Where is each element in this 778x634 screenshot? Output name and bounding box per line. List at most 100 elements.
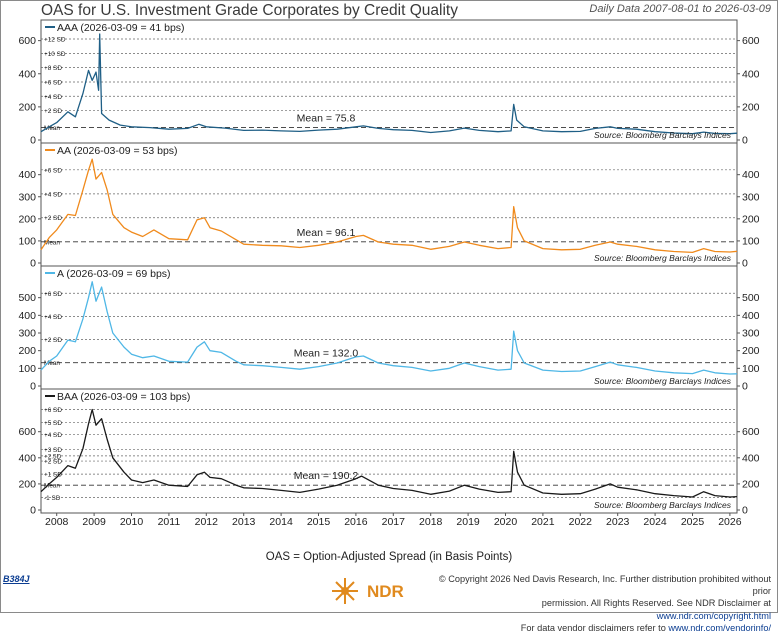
ndr-logo-text: NDR [367, 582, 404, 601]
date-range: Daily Data 2007-08-01 to 2026-03-09 [589, 3, 771, 15]
mean-label: Mean = 132.0 [294, 348, 359, 360]
sd-label: +4 SD [44, 432, 62, 439]
y-tick-left: 400 [18, 452, 36, 464]
x-tick-label: 2026 [718, 516, 742, 528]
series-line-0 [40, 33, 738, 135]
sd-label: +8 SD [44, 65, 62, 72]
x-tick-label: 2011 [158, 516, 181, 528]
sd-label: +5 SD [44, 420, 62, 427]
x-tick-label: 2013 [232, 516, 256, 528]
sd-label: Mean [44, 239, 60, 246]
y-tick-left: 400 [18, 310, 36, 322]
sd-label: +10 SD [44, 51, 66, 58]
chart-title: OAS for U.S. Investment Grade Corporates… [41, 2, 458, 19]
panel-border-0 [40, 19, 738, 144]
y-tick-left: 200 [18, 478, 36, 490]
sd-label: -1 SD [44, 495, 61, 502]
x-tick-label: 2012 [195, 516, 219, 528]
panel-border-2 [40, 265, 738, 390]
y-tick-left: 200 [18, 345, 36, 357]
chart-id-link[interactable]: B384J [3, 574, 30, 584]
x-tick-label: 2019 [456, 516, 480, 528]
x-tick-label: 2020 [494, 516, 518, 528]
y-tick-left: 0 [30, 505, 36, 517]
source-label: Source: Bloomberg Barclays Indices [594, 500, 732, 510]
ndr-compass-icon [332, 578, 358, 604]
sd-label: +6 SD [44, 291, 62, 298]
x-tick-label: 2015 [307, 516, 331, 528]
sd-label: +4 SD [44, 314, 62, 321]
sd-label: +2 SD [44, 215, 62, 222]
x-tick-label: 2017 [382, 516, 406, 528]
sd-label: Mean [44, 125, 60, 132]
sd-label: +12 SD [44, 36, 66, 43]
panel-border-1 [40, 142, 738, 267]
y-tick-right: 300 [742, 328, 760, 340]
y-tick-left: 300 [18, 191, 36, 203]
y-tick-left: 0 [30, 135, 36, 147]
y-tick-right: 200 [742, 478, 760, 490]
series-line-2 [40, 281, 738, 375]
series-line-3 [40, 408, 738, 498]
vendor-line: For data vendor disclaimers refer to [520, 622, 669, 633]
x-tick-label: 2009 [82, 516, 106, 528]
x-tick-label: 2021 [531, 516, 555, 528]
source-label: Source: Bloomberg Barclays Indices [594, 253, 732, 263]
y-tick-right: 400 [742, 68, 760, 80]
y-tick-right: 100 [742, 363, 760, 375]
panel-label: BAA (2026-03-09 = 103 bps) [57, 391, 190, 403]
y-tick-left: 0 [30, 258, 36, 270]
y-tick-left: 0 [30, 381, 36, 393]
sd-label: Mean [44, 360, 60, 367]
y-tick-left: 100 [18, 363, 36, 375]
y-tick-left: 200 [18, 101, 36, 113]
x-tick-label: 2025 [681, 516, 705, 528]
y-tick-right: 600 [742, 426, 760, 438]
copyright-link[interactable]: www.ndr.com/copyright.html [656, 610, 771, 621]
sd-label: +6 SD [44, 80, 62, 87]
x-tick-label: 2024 [643, 516, 667, 528]
ndr-logo: NDR [327, 576, 427, 606]
y-tick-right: 200 [742, 101, 760, 113]
panel-border-3 [40, 388, 738, 514]
sd-label: +4 SD [44, 191, 62, 198]
sd-label: +2.5D [44, 453, 62, 460]
vendor-link[interactable]: www.ndr.com/vendorinfo/ [668, 622, 771, 633]
source-label: Source: Bloomberg Barclays Indices [594, 130, 732, 140]
x-tick-label: 2010 [120, 516, 144, 528]
copyright-line-2: permission. All Rights Reserved. See NDR… [541, 598, 771, 609]
y-tick-left: 200 [18, 213, 36, 225]
panel-label: AA (2026-03-09 = 53 bps) [57, 145, 178, 157]
y-tick-left: 300 [18, 328, 36, 340]
panel-label: AAA (2026-03-09 = 41 bps) [57, 22, 185, 34]
y-tick-right: 0 [742, 381, 748, 393]
x-tick-label: 2023 [606, 516, 630, 528]
x-tick-label: 2018 [419, 516, 443, 528]
y-tick-left: 400 [18, 68, 36, 80]
sd-label: +2 SD [44, 337, 62, 344]
sd-label: +6 SD [44, 167, 62, 174]
y-tick-right: 200 [742, 345, 760, 357]
sd-label: +2 SD [44, 108, 62, 115]
y-tick-right: 0 [742, 258, 748, 270]
y-tick-right: 0 [742, 505, 748, 517]
footnote: OAS = Option-Adjusted Spread (in Basis P… [265, 551, 513, 563]
y-tick-right: 300 [742, 191, 760, 203]
source-label: Source: Bloomberg Barclays Indices [594, 376, 732, 386]
x-tick-label: 2014 [269, 516, 293, 528]
copyright-notice: © Copyright 2026 Ned Davis Research, Inc… [426, 573, 771, 634]
x-tick-label: 2016 [344, 516, 368, 528]
y-tick-left: 600 [18, 35, 36, 47]
series-line-1 [40, 158, 738, 254]
y-tick-right: 200 [742, 213, 760, 225]
y-tick-right: 400 [742, 452, 760, 464]
x-tick-label: 2022 [569, 516, 593, 528]
sd-label: Mean [44, 483, 60, 490]
sd-label: +3 SD [44, 447, 62, 454]
sd-label: +4 SD [44, 94, 62, 101]
y-tick-right: 600 [742, 35, 760, 47]
y-tick-right: 100 [742, 235, 760, 247]
sd-label: +1 SD [44, 472, 62, 479]
